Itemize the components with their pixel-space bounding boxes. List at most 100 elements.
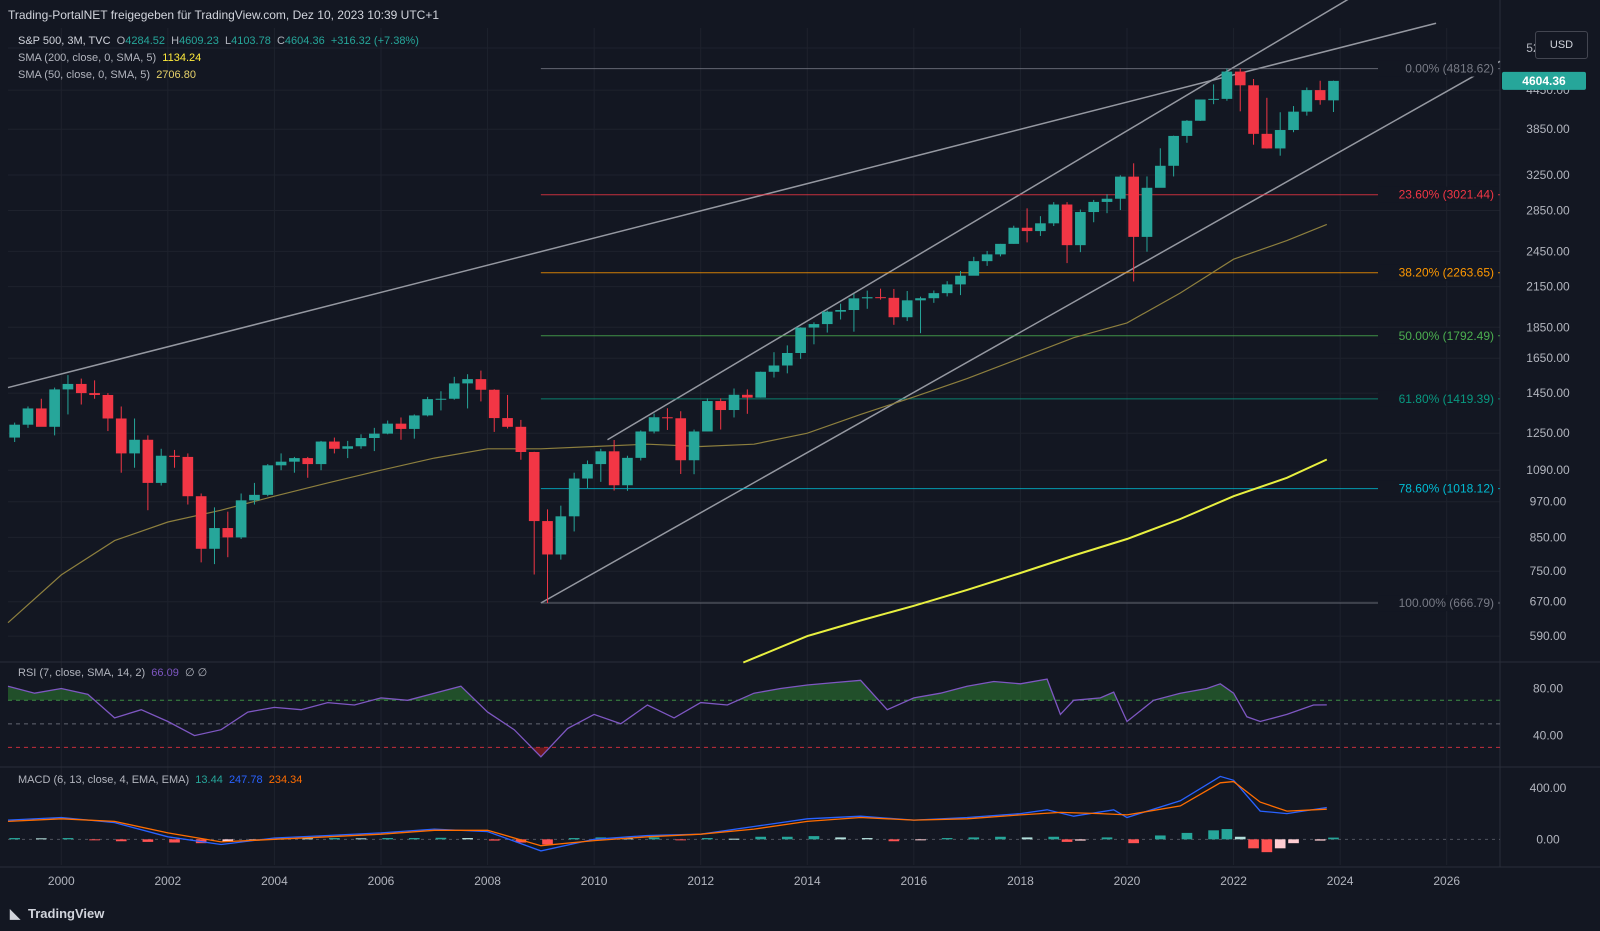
candle-body	[835, 310, 846, 312]
candle-body	[528, 452, 540, 522]
macd-histogram-bar	[488, 839, 500, 841]
rsi-line	[7, 678, 1327, 758]
candle-body	[955, 275, 966, 285]
candle-body	[142, 439, 154, 483]
price-tick-label: 1090.00	[1526, 463, 1570, 477]
close-value: 4604.36	[284, 35, 325, 47]
sma50-legend[interactable]: SMA (50, close, 0, SMA, 5) 2706.80	[18, 69, 196, 81]
price-tick-label: 2150.00	[1526, 280, 1570, 294]
candle-body	[662, 417, 673, 419]
time-tick-label: 2026	[1433, 874, 1460, 888]
change-value: +316.32 (+7.38%)	[330, 35, 419, 47]
fibonacci-retracement: 0.00% (4818.62) 23.60% (3021.44) 38.20% (2…	[540, 60, 1500, 612]
sma200-legend[interactable]: SMA (200, close, 0, SMA, 5) 1134.24	[18, 52, 202, 64]
macd-histogram-bar	[1261, 839, 1273, 853]
candle-body	[608, 451, 620, 486]
candle-body	[1048, 204, 1060, 224]
sma200-line	[742, 458, 1328, 664]
candle-body	[915, 298, 926, 301]
rsi-tick-label: 40.00	[1533, 729, 1563, 743]
candle-body	[595, 451, 607, 465]
trend-line	[540, 60, 1501, 604]
candle-body	[435, 398, 447, 400]
candle-body	[768, 365, 780, 372]
candle-body	[1274, 130, 1286, 149]
price-tick-label: 750.00	[1530, 564, 1567, 578]
fib-label-bg	[1378, 390, 1498, 407]
macd-histogram-bar	[408, 838, 420, 840]
candle-body	[1154, 165, 1166, 188]
sma200-value: 1134.24	[162, 52, 202, 64]
rsi-legend[interactable]: RSI (7, close, SMA, 14, 2) 66.09 ∅ ∅	[18, 667, 208, 679]
macd-histogram-bar	[835, 837, 846, 840]
last-price-label: 4604.36	[1522, 74, 1566, 88]
time-tick-label: 2024	[1327, 874, 1354, 888]
macd-histogram-bar	[1234, 836, 1246, 840]
candle-body	[408, 415, 420, 429]
fib-level-label: 61.80% (1419.39)	[1399, 392, 1494, 406]
macd-histogram-bar	[808, 836, 820, 840]
candle-body	[169, 455, 180, 457]
trend-channel	[7, 0, 1501, 604]
candle-body	[675, 418, 687, 461]
macd-histogram-bar	[142, 839, 154, 842]
candle-body	[342, 446, 354, 449]
candle-body	[329, 441, 340, 449]
fib-label-bg	[1378, 595, 1498, 612]
macd-histogram-bar	[1061, 839, 1073, 842]
candle-body	[821, 311, 833, 325]
candle-body	[89, 393, 100, 395]
macd-legend[interactable]: MACD (6, 13, close, 4, EMA, EMA) 13.44 2…	[18, 774, 303, 786]
candle-body	[795, 327, 806, 353]
price-tick-label: 2450.00	[1526, 244, 1570, 258]
candle-body	[542, 521, 553, 555]
price-tick-label: 670.00	[1530, 595, 1567, 609]
candle-body	[968, 261, 980, 276]
candle-body	[302, 458, 314, 465]
macd-histogram-bar	[1274, 839, 1286, 849]
candle-body	[848, 298, 860, 311]
price-tick-label: 850.00	[1530, 530, 1567, 544]
time-tick-label: 2002	[155, 874, 182, 888]
macd-hist-value: 13.44	[195, 774, 223, 786]
macd-histogram-bar	[89, 839, 100, 841]
macd-histogram-bar	[728, 838, 740, 840]
macd-histogram-bar	[1328, 837, 1339, 840]
candle-body	[1101, 198, 1113, 202]
candle-body	[1088, 201, 1100, 213]
candle-body	[395, 423, 407, 429]
price-tick-label: 970.00	[1530, 495, 1567, 509]
sma50-line	[7, 223, 1328, 624]
candle-body	[1061, 204, 1073, 246]
macd-histogram-bar	[755, 836, 766, 840]
candle-body	[635, 431, 647, 458]
candle-body	[555, 516, 567, 555]
macd-histogram-bar	[302, 838, 314, 840]
macd-signal-value: 234.34	[268, 774, 303, 786]
symbol-legend[interactable]: S&P 500, 3M, TVC O4284.52 H4609.23 L4103…	[18, 35, 419, 47]
candle-body	[102, 394, 114, 419]
candle-body	[488, 389, 500, 419]
candle-body	[448, 383, 460, 399]
macd-histogram-bar	[1248, 839, 1259, 849]
macd-histogram-bar	[675, 839, 687, 841]
macd-histogram-bar	[995, 836, 1006, 840]
candle-body	[861, 297, 873, 299]
macd-histogram-bar	[1288, 839, 1299, 844]
macd-histogram-bar	[1154, 835, 1166, 840]
fib-level-label: 23.60% (3021.44)	[1399, 188, 1494, 202]
time-tick-label: 2004	[261, 874, 288, 888]
macd-histogram-bar	[62, 838, 74, 840]
candle-body	[1115, 176, 1126, 199]
macd-histogram-bar	[1221, 829, 1233, 840]
currency-button[interactable]: USD	[1535, 31, 1588, 59]
candle-body	[582, 464, 593, 479]
macd-histogram-bar	[781, 836, 793, 840]
time-tick-label: 2020	[1114, 874, 1141, 888]
candle-body	[1008, 227, 1020, 244]
fib-level-label: 100.00% (666.79)	[1399, 596, 1494, 610]
time-tick-label: 2012	[687, 874, 714, 888]
tradingview-logo[interactable]: ◣ TradingView	[10, 906, 105, 921]
price-tick-label: 3250.00	[1526, 168, 1570, 182]
